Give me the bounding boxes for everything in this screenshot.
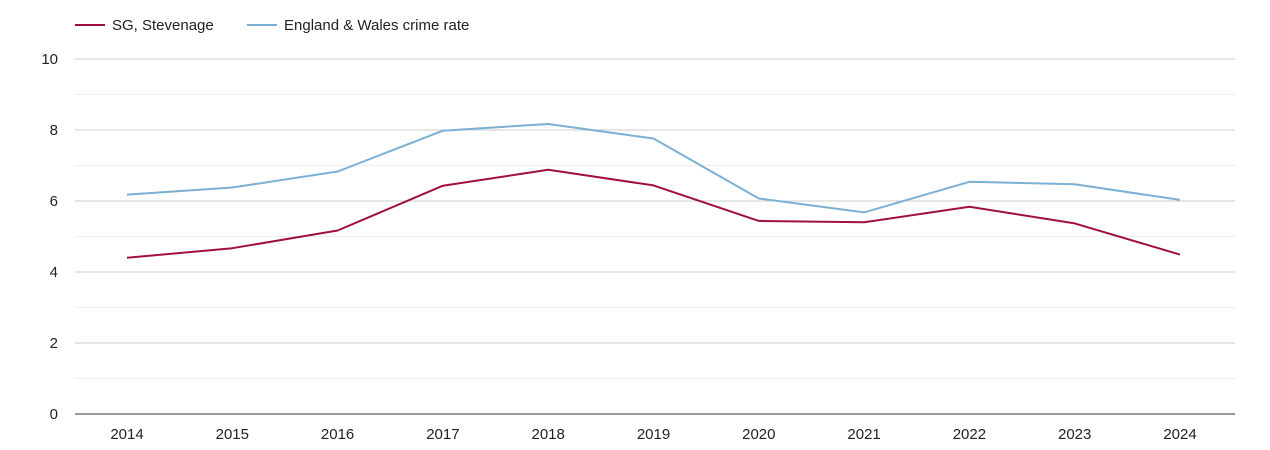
x-tick-label: 2015 [216,426,249,443]
legend-label-england-wales: England & Wales crime rate [284,17,469,34]
legend: SG, Stevenage England & Wales crime rate [75,17,469,34]
y-tick-label: 8 [50,122,58,139]
x-axis-ticks: 2014 2015 2016 2017 2018 2019 2020 2021 … [110,426,1196,443]
series-line-england-wales [126,123,1181,214]
x-tick-label: 2021 [847,426,880,443]
series-line-sg-stevenage [126,168,1181,259]
x-tick-label: 2017 [426,426,459,443]
legend-label-sg-stevenage: SG, Stevenage [112,17,214,34]
x-tick-label: 2024 [1163,426,1196,443]
series-lines [126,123,1181,259]
x-tick-label: 2019 [637,426,670,443]
y-tick-label: 4 [50,264,58,281]
y-tick-label: 6 [50,193,58,210]
x-tick-label: 2022 [953,426,986,443]
y-tick-label: 2 [50,335,58,352]
x-tick-label: 2023 [1058,426,1091,443]
y-tick-label: 10 [41,51,58,68]
y-tick-label: 0 [50,406,58,423]
gridlines [75,58,1235,379]
x-tick-label: 2016 [321,426,354,443]
y-axis-ticks: 0 2 4 6 8 10 [41,51,58,423]
x-tick-label: 2018 [532,426,565,443]
x-tick-label: 2020 [742,426,775,443]
x-tick-label: 2014 [110,426,143,443]
